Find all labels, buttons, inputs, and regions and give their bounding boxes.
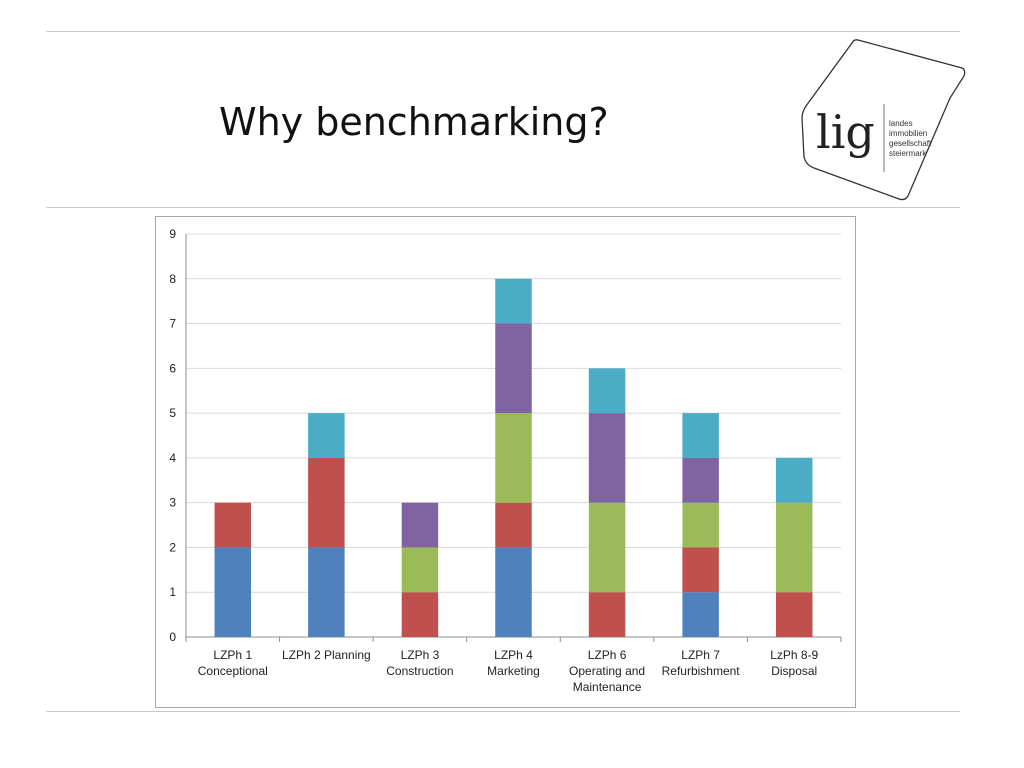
y-tick-label: 9	[169, 227, 176, 241]
y-tick-label: 1	[169, 585, 176, 599]
x-tick-label: Conceptional	[198, 664, 268, 678]
bar-segment	[495, 413, 532, 503]
chart-canvas: 0 1 2 3 4 5 6 7 8 9 LZPh 1 Conceptional LZPh 2 Plann…	[169, 227, 842, 694]
logo-mark: lig	[816, 105, 875, 159]
bar-segment	[775, 502, 813, 593]
bar-segment	[214, 547, 252, 637]
y-tick-label: 6	[169, 361, 176, 375]
x-tick-label: Refurbishment	[662, 664, 741, 678]
bar-segment	[588, 368, 626, 414]
logo-line-2: immobilien	[889, 129, 927, 138]
bar-segment	[775, 457, 813, 503]
bar-segment	[401, 592, 439, 637]
x-tick-label: Construction	[386, 664, 453, 678]
x-tick-label: LzPh 8-9	[770, 648, 818, 662]
x-tick-label: LZPh 3	[401, 648, 440, 662]
x-tick-label: Maintenance	[573, 680, 642, 694]
bar-segment	[588, 502, 626, 593]
stacked-bar-chart: 0 1 2 3 4 5 6 7 8 9 LZPh 1 Conceptional LZPh 2 Plann…	[155, 216, 856, 708]
x-tick-label: LZPh 4	[494, 648, 533, 662]
x-tick-label: LZPh 7	[681, 648, 720, 662]
bar-segment	[682, 502, 719, 548]
x-tick-label: LZPh 2 Planning	[282, 648, 371, 662]
bar-segment	[308, 457, 345, 548]
slide-title: Why benchmarking?	[219, 100, 609, 144]
y-tick-label: 5	[169, 406, 176, 420]
x-tick-label: LZPh 1	[213, 648, 252, 662]
bar-segment	[495, 323, 532, 414]
logo-line-4: steiermark	[889, 149, 927, 158]
bar-segment	[588, 413, 626, 503]
bar-segment	[401, 502, 439, 548]
y-tick-label: 4	[169, 451, 176, 465]
bar-segment	[401, 547, 439, 593]
x-tick-label: Operating and	[569, 664, 645, 678]
header-divider	[46, 207, 960, 208]
bar-segment	[682, 592, 719, 637]
y-tick-label: 2	[169, 540, 176, 554]
bar-segment	[495, 547, 532, 637]
bar-segment	[682, 413, 719, 458]
y-tick-label: 7	[169, 317, 176, 331]
bar-segment	[308, 413, 345, 458]
x-tick-label: LZPh 6	[588, 648, 627, 662]
bar-segment	[682, 547, 719, 593]
bar-segment	[495, 278, 532, 324]
y-tick-label: 8	[169, 272, 176, 286]
x-tick-label: Marketing	[487, 664, 540, 678]
bar-segment	[588, 592, 626, 637]
y-tick-label: 3	[169, 496, 176, 510]
bar-segment	[682, 457, 719, 503]
bar-segment	[308, 547, 345, 637]
bar-segment	[775, 592, 813, 637]
y-tick-label: 0	[169, 630, 176, 644]
bar-segment	[214, 502, 252, 548]
x-tick-label: Disposal	[771, 664, 817, 678]
bottom-divider	[46, 711, 960, 712]
logo-line-3: gesellschaft	[889, 139, 932, 148]
logo-line-1: landes	[889, 119, 913, 128]
lig-logo: lig landes immobilien gesellschaft steie…	[800, 38, 966, 202]
top-divider	[46, 31, 960, 32]
bar-segment	[495, 502, 532, 548]
